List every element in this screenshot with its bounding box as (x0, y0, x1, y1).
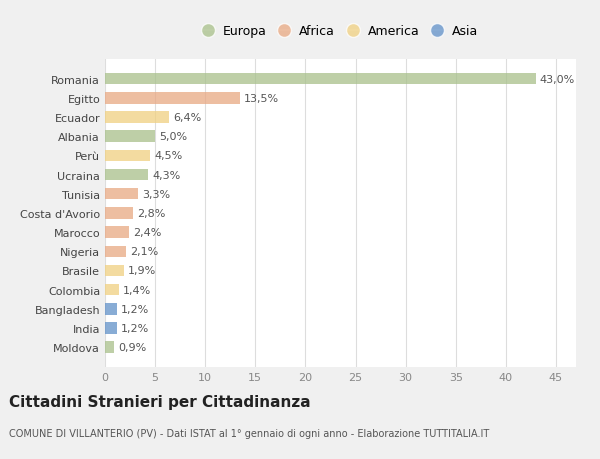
Text: 0,9%: 0,9% (118, 342, 146, 353)
Bar (105, 189, 138, 200)
Text: 1,9%: 1,9% (128, 266, 156, 276)
Text: 1,4%: 1,4% (123, 285, 151, 295)
Legend: Europa, Africa, America, Asia: Europa, Africa, America, Asia (200, 23, 481, 41)
Bar (105, 246, 126, 257)
Text: 6,4%: 6,4% (173, 113, 202, 123)
Bar (105, 73, 536, 85)
Bar (105, 227, 129, 238)
Bar (105, 131, 155, 143)
Text: 2,4%: 2,4% (133, 228, 161, 238)
Bar (105, 342, 114, 353)
Text: 1,2%: 1,2% (121, 304, 149, 314)
Text: 4,5%: 4,5% (154, 151, 182, 161)
Bar (105, 207, 133, 219)
Bar (105, 93, 240, 104)
Bar (105, 284, 119, 296)
Text: 3,3%: 3,3% (142, 189, 170, 199)
Text: Cittadini Stranieri per Cittadinanza: Cittadini Stranieri per Cittadinanza (9, 394, 311, 409)
Bar (105, 169, 148, 181)
Text: 5,0%: 5,0% (159, 132, 187, 142)
Text: 4,3%: 4,3% (152, 170, 181, 180)
Text: COMUNE DI VILLANTERIO (PV) - Dati ISTAT al 1° gennaio di ogni anno - Elaborazion: COMUNE DI VILLANTERIO (PV) - Dati ISTAT … (9, 428, 489, 438)
Text: 2,1%: 2,1% (130, 247, 158, 257)
Bar (105, 150, 150, 162)
Bar (105, 303, 117, 315)
Bar (105, 265, 124, 277)
Text: 43,0%: 43,0% (540, 74, 575, 84)
Text: 1,2%: 1,2% (121, 323, 149, 333)
Bar (105, 323, 117, 334)
Text: 2,8%: 2,8% (137, 208, 166, 218)
Text: 13,5%: 13,5% (244, 94, 280, 104)
Bar (105, 112, 169, 123)
